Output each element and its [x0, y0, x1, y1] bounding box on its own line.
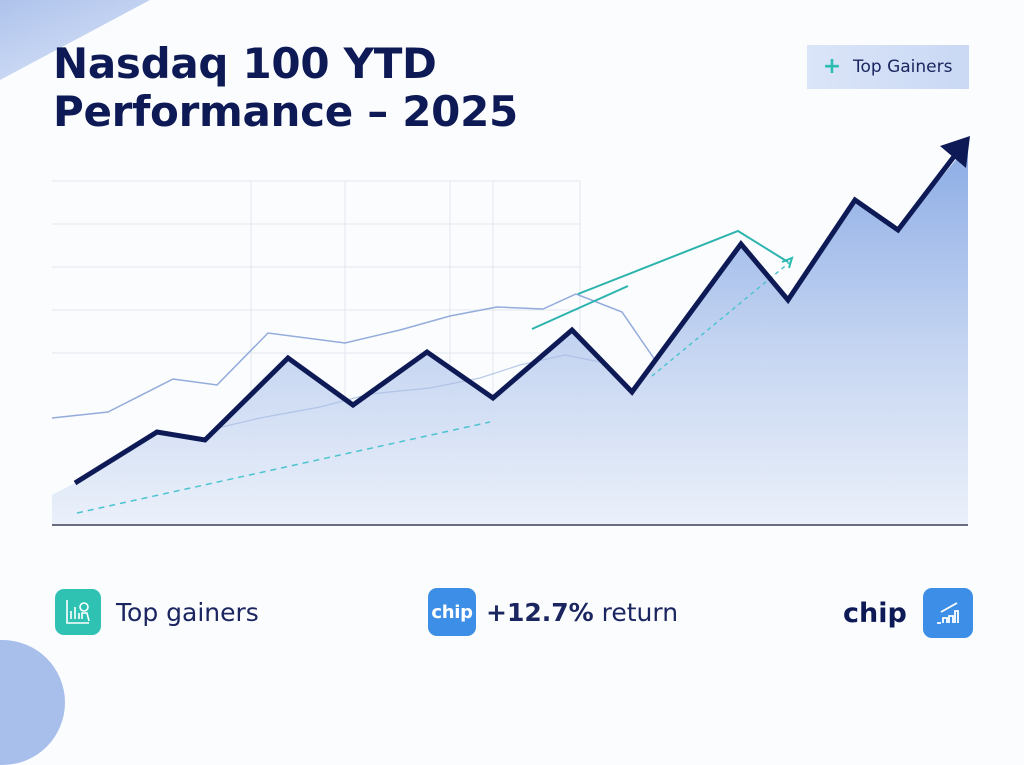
title-line-1: Nasdaq 100 YTD [53, 39, 437, 88]
secondary-line-lower [217, 354, 601, 429]
footer-top-gainers[interactable]: Top gainers [55, 589, 259, 635]
bar-chart-trend-icon [922, 588, 973, 638]
top-gainers-button-label: Top Gainers [853, 57, 953, 77]
trend-dashed-line [76, 421, 491, 514]
page-title: Nasdaq 100 YTD Performance – 2025 [53, 40, 518, 136]
footer-top-gainers-label: Top gainers [116, 597, 259, 627]
return-text: +12.7% return [486, 598, 678, 627]
area-fill [52, 145, 968, 525]
title-line-2: Performance – 2025 [53, 87, 518, 136]
performance-chart [51, 136, 970, 526]
teal-accent-line-short [531, 285, 629, 330]
arrowhead-icon [940, 136, 970, 168]
plus-icon: + [822, 54, 842, 79]
chip-label: chip [843, 597, 907, 629]
footer-chip[interactable]: chip [843, 588, 973, 638]
chip-badge: chip [428, 588, 476, 636]
secondary-line [51, 293, 656, 419]
return-suffix: return [593, 597, 679, 627]
trend-dashed-line-2 [651, 261, 791, 377]
return-value: +12.7% [486, 597, 594, 627]
teal-accent-line [577, 229, 789, 295]
main-performance-line [73, 144, 964, 486]
footer-return: chip +12.7% return [428, 588, 678, 636]
top-gainers-button[interactable]: + Top Gainers [807, 45, 969, 89]
chart-growth-icon [55, 589, 101, 635]
